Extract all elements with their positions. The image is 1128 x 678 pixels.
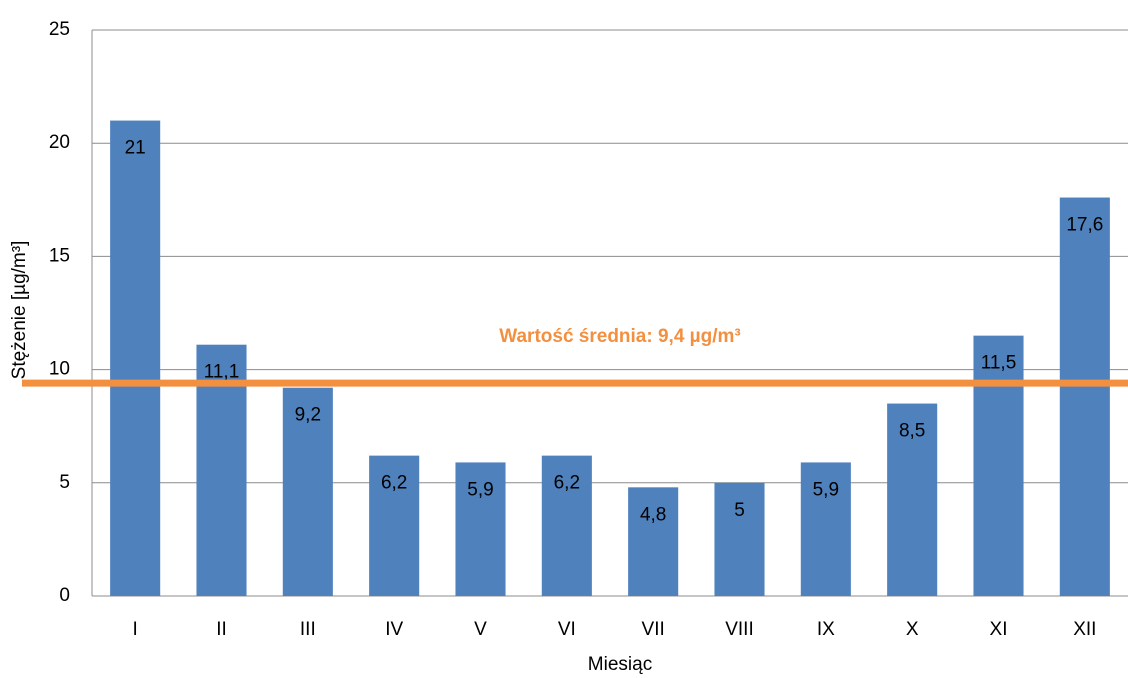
data-label: 21 <box>125 138 146 159</box>
x-tick-label: VIII <box>725 619 754 640</box>
data-label: 5,9 <box>813 479 839 500</box>
x-tick-label: XII <box>1073 619 1096 640</box>
data-label: 4,8 <box>640 504 666 525</box>
x-axis-label: Miesiąc <box>588 654 652 675</box>
y-tick-label: 5 <box>59 472 70 493</box>
x-tick-label: IX <box>817 619 835 640</box>
x-tick-label: X <box>906 619 919 640</box>
data-label: 5,9 <box>467 479 493 500</box>
data-label: 9,2 <box>295 405 321 426</box>
data-label: 11,1 <box>204 362 240 383</box>
y-tick-label: 20 <box>49 132 70 153</box>
x-tick-label: IV <box>385 619 403 640</box>
data-label: 5 <box>734 500 745 521</box>
x-tick-label: VII <box>642 619 665 640</box>
y-tick-label: 0 <box>59 585 70 606</box>
data-label: 11,5 <box>981 353 1017 374</box>
x-tick-label: II <box>216 619 227 640</box>
data-label: 6,2 <box>381 473 407 494</box>
bar <box>800 462 851 596</box>
x-tick-label: VI <box>558 619 576 640</box>
y-axis-label: Stężenie [µg/m³] <box>9 241 30 380</box>
bar <box>110 120 161 596</box>
x-tick-label: III <box>300 619 316 640</box>
bar <box>1059 197 1110 596</box>
bar <box>455 462 506 596</box>
y-tick-label: 25 <box>49 19 70 40</box>
bar <box>282 387 333 596</box>
bar <box>973 335 1024 596</box>
data-label: 8,5 <box>899 421 925 442</box>
bar <box>887 403 938 596</box>
data-label: 17,6 <box>1066 215 1103 236</box>
bar <box>714 482 765 596</box>
x-tick-label: XI <box>990 619 1008 640</box>
x-tick-label: V <box>474 619 487 640</box>
bar <box>541 455 592 596</box>
x-tick-label: I <box>133 619 138 640</box>
y-tick-label: 15 <box>49 245 70 266</box>
data-label: 6,2 <box>554 473 580 494</box>
y-tick-label: 10 <box>49 359 70 380</box>
mean-label: Wartość średnia: 9,4 µg/m³ <box>499 326 740 347</box>
bar <box>369 455 420 596</box>
bar <box>628 487 679 596</box>
